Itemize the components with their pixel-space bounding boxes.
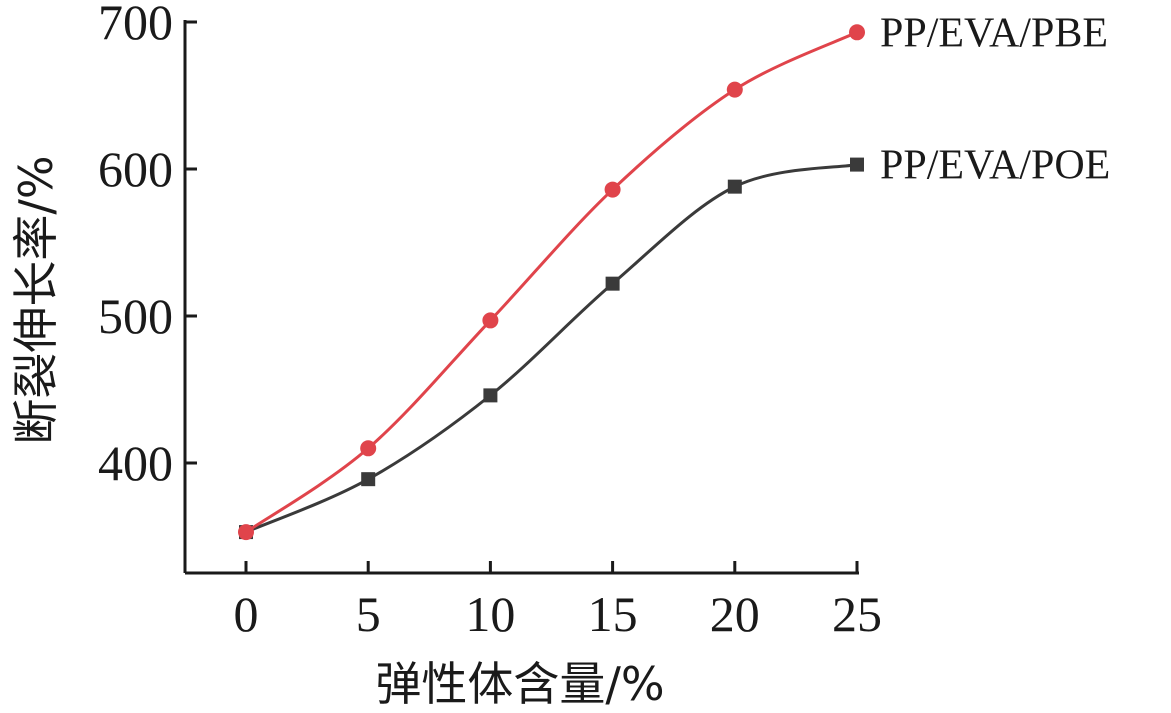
- y-ticks: 400 500 600 700: [98, 0, 197, 491]
- x-tick-label: 10: [465, 586, 515, 642]
- data-point-pp-eva-poe: [727, 179, 742, 194]
- series-label-pp-eva-poe: PP/EVA/POE: [880, 143, 1110, 189]
- x-tick-label: 5: [356, 586, 381, 642]
- x-tick-label: 15: [588, 586, 638, 642]
- data-point-pp-eva-pbe: [238, 524, 254, 541]
- y-tick-label: 400: [98, 435, 173, 491]
- x-axis-title: 弹性体含量/%: [375, 657, 664, 711]
- y-tick-label: 600: [98, 141, 173, 197]
- y-tick-label: 700: [98, 0, 173, 50]
- axes: [183, 20, 859, 575]
- data-point-pp-eva-poe: [361, 472, 376, 487]
- x-tick-label: 20: [710, 586, 760, 642]
- series-label-pp-eva-pbe: PP/EVA/PBE: [880, 10, 1108, 56]
- data-point-pp-eva-poe: [605, 276, 620, 291]
- x-tick-label: 25: [832, 586, 882, 642]
- x-ticks: 0 5 10 15 20 25: [234, 561, 882, 642]
- data-point-pp-eva-poe: [483, 388, 498, 403]
- data-point-pp-eva-pbe: [604, 181, 621, 198]
- y-tick-label: 500: [98, 288, 173, 344]
- data-point-pp-eva-pbe: [482, 312, 499, 329]
- series-pp-eva-poe: PP/EVA/POE: [239, 143, 1110, 540]
- y-axis-title: 断裂伸长率/%: [9, 155, 63, 444]
- data-point-pp-eva-pbe: [360, 440, 377, 457]
- data-point-pp-eva-pbe: [849, 24, 865, 41]
- series-pp-eva-pbe: PP/EVA/PBE: [238, 10, 1108, 541]
- series-line-pp-eva-pbe: [245, 30, 858, 534]
- data-point-pp-eva-pbe: [726, 81, 743, 98]
- data-point-pp-eva-poe: [850, 157, 864, 172]
- series-line-pp-eva-poe: [245, 163, 858, 534]
- x-tick-label: 0: [234, 586, 259, 642]
- series-layer: PP/EVA/POE PP/EVA/PBE: [238, 10, 1110, 541]
